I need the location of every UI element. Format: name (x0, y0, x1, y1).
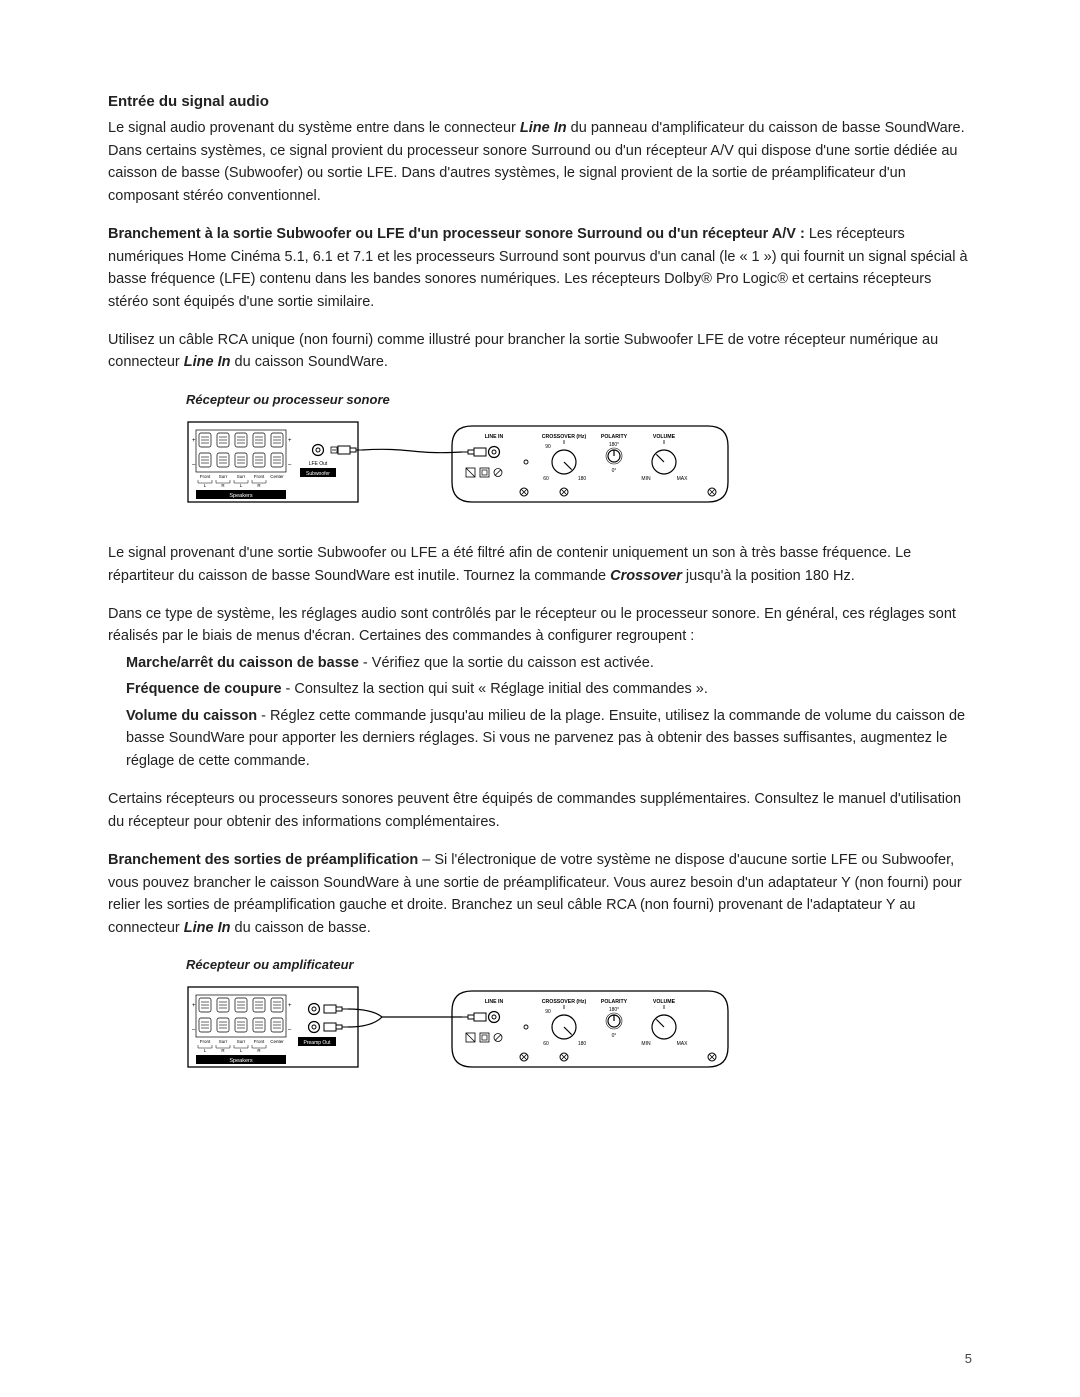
svg-text:Speakers: Speakers (229, 493, 252, 499)
svg-text:Subwoofer: Subwoofer (306, 471, 330, 477)
svg-text:R: R (221, 483, 225, 488)
crossover-term: Crossover (610, 568, 682, 584)
svg-text:180°: 180° (609, 1007, 619, 1013)
svg-text:90: 90 (545, 444, 551, 450)
svg-text:+: + (288, 438, 292, 444)
svg-text:Surr: Surr (237, 474, 246, 479)
svg-text:60: 60 (543, 1041, 549, 1047)
rca-cable-paragraph: Utilisez un câble RCA unique (non fourni… (108, 329, 972, 374)
svg-text:L: L (204, 1048, 207, 1053)
lead: Fréquence de coupure (126, 681, 282, 697)
svg-text:–: – (288, 462, 292, 468)
svg-text:Front: Front (254, 474, 265, 479)
text: jusqu'à la position 180 Hz. (682, 568, 855, 584)
body: - Consultez la section qui suit « Réglag… (282, 681, 708, 697)
body: - Vérifiez que la sortie du caisson est … (359, 655, 654, 671)
svg-text:L: L (204, 483, 207, 488)
svg-text:MIN: MIN (641, 1041, 651, 1047)
line-in-term: Line In (184, 354, 231, 370)
svg-text:MIN: MIN (641, 476, 651, 482)
svg-text:Front: Front (200, 1039, 211, 1044)
bullet-crossover-freq: Fréquence de coupure - Consultez la sect… (108, 678, 972, 700)
svg-text:–: – (288, 1027, 292, 1033)
svg-text:CROSSOVER (Hz): CROSSOVER (Hz) (542, 999, 587, 1005)
svg-text:Surr: Surr (219, 474, 228, 479)
svg-text:+: + (192, 1003, 196, 1009)
line-in-term: Line In (520, 120, 567, 136)
svg-text:VOLUME: VOLUME (653, 434, 676, 440)
diagram2-caption: Récepteur ou amplificateur (186, 955, 972, 975)
svg-text:180: 180 (578, 476, 587, 482)
body: du caisson de basse. (231, 920, 371, 936)
section-heading: Entrée du signal audio (108, 90, 972, 113)
svg-text:60: 60 (543, 476, 549, 482)
svg-text:LINE IN: LINE IN (485, 434, 504, 440)
extra-controls-paragraph: Certains récepteurs ou processeurs sonor… (108, 788, 972, 833)
text: Le signal audio provenant du système ent… (108, 120, 520, 136)
diagram1-caption: Récepteur ou processeur sonore (186, 390, 972, 410)
svg-text:180: 180 (578, 1041, 587, 1047)
crossover-paragraph: Le signal provenant d'une sortie Subwoof… (108, 542, 972, 587)
svg-text:Surr: Surr (237, 1039, 246, 1044)
lead: Branchement des sorties de préamplificat… (108, 852, 418, 868)
lead: Marche/arrêt du caisson de basse (126, 655, 359, 671)
svg-text:–: – (192, 462, 196, 468)
svg-text:Front: Front (254, 1039, 265, 1044)
svg-text:180°: 180° (609, 442, 619, 448)
svg-text:+: + (288, 1003, 292, 1009)
diagram2: + – + – Front Surr Surr Front Center L R L R Speakers… (186, 979, 972, 1079)
svg-text:Speakers: Speakers (229, 1058, 252, 1064)
svg-text:Front: Front (200, 474, 211, 479)
svg-text:LFE Out: LFE Out (309, 461, 328, 467)
page-number: 5 (965, 1349, 972, 1369)
svg-text:R: R (257, 483, 261, 488)
svg-text:0°: 0° (612, 1033, 617, 1039)
subwoofer-connection-paragraph: Branchement à la sortie Subwoofer ou LFE… (108, 223, 972, 313)
svg-text:Center: Center (270, 474, 284, 479)
svg-text:L: L (240, 1048, 243, 1053)
svg-text:–: – (192, 1027, 196, 1033)
settings-intro-paragraph: Dans ce type de système, les réglages au… (108, 603, 972, 648)
svg-text:POLARITY: POLARITY (601, 434, 628, 440)
diagram1: + – + – Front Surr Surr Front Center L R L R Speakers… (186, 414, 972, 514)
svg-text:90: 90 (545, 1009, 551, 1015)
bullet-on-off: Marche/arrêt du caisson de basse - Vérif… (108, 652, 972, 674)
svg-text:MAX: MAX (677, 476, 689, 482)
svg-text:LINE IN: LINE IN (485, 999, 504, 1005)
text: du caisson SoundWare. (231, 354, 388, 370)
lead: Branchement à la sortie Subwoofer ou LFE… (108, 226, 805, 242)
lead: Volume du caisson (126, 708, 257, 724)
svg-text:R: R (257, 1048, 261, 1053)
bullet-volume: Volume du caisson - Réglez cette command… (108, 705, 972, 772)
preamp-connection-paragraph: Branchement des sorties de préamplificat… (108, 849, 972, 939)
svg-text:VOLUME: VOLUME (653, 999, 676, 1005)
intro-paragraph: Le signal audio provenant du système ent… (108, 117, 972, 207)
svg-text:0°: 0° (612, 468, 617, 474)
svg-text:L: L (240, 483, 243, 488)
svg-text:R: R (221, 1048, 225, 1053)
svg-text:MAX: MAX (677, 1041, 689, 1047)
svg-text:CROSSOVER (Hz): CROSSOVER (Hz) (542, 434, 587, 440)
svg-text:Center: Center (270, 1039, 284, 1044)
svg-text:Preamp Out: Preamp Out (304, 1040, 332, 1046)
svg-text:+: + (192, 438, 196, 444)
line-in-term: Line In (184, 920, 231, 936)
svg-text:POLARITY: POLARITY (601, 999, 628, 1005)
svg-text:Surr: Surr (219, 1039, 228, 1044)
